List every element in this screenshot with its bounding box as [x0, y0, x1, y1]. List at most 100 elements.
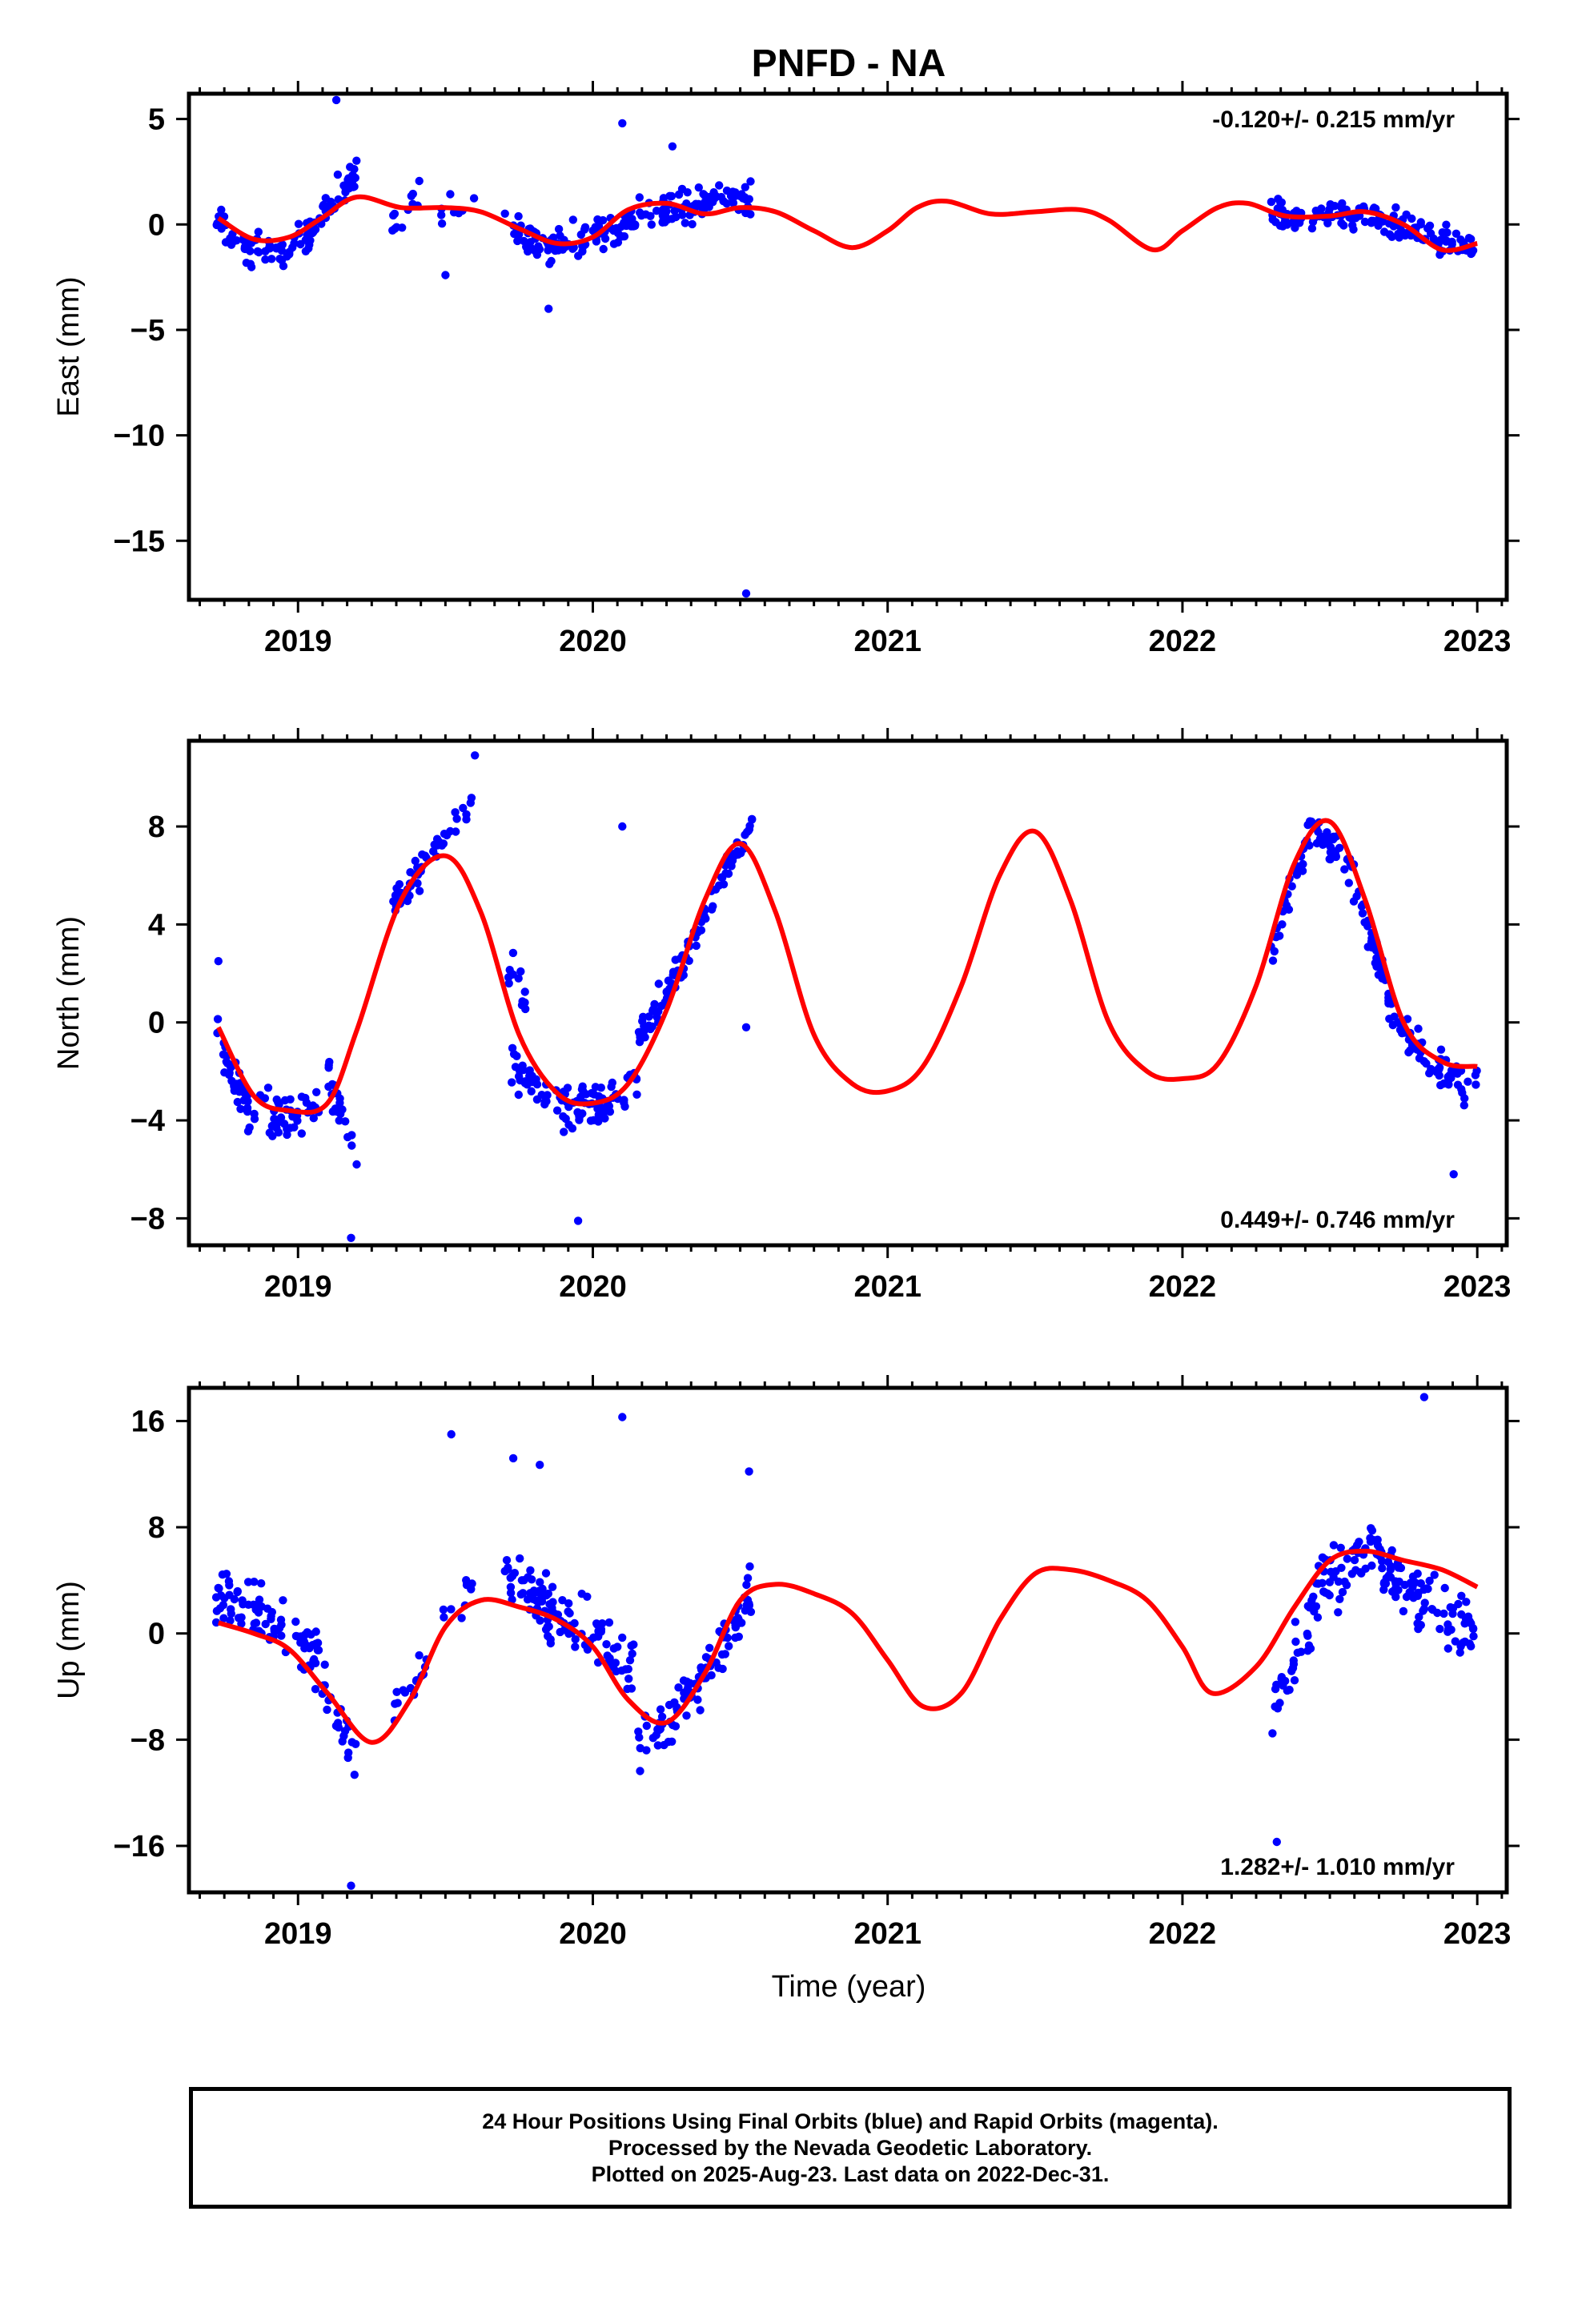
east-data-point	[441, 271, 450, 279]
east-data-point	[1326, 200, 1335, 209]
north-data-point	[347, 1141, 356, 1150]
up-data-point	[1425, 1576, 1434, 1586]
up-data-point	[1325, 1578, 1335, 1586]
north-data-point	[1292, 870, 1302, 879]
north-data-point	[406, 868, 415, 877]
up-data-point	[618, 1413, 627, 1421]
up-data-point	[1288, 1663, 1298, 1673]
east-data-point	[635, 193, 644, 202]
north-data-point	[1326, 842, 1335, 852]
north-x-tick-label: 2022	[1149, 1270, 1217, 1304]
up-data-point	[457, 1614, 466, 1622]
north-data-point	[347, 1131, 356, 1140]
up-data-point	[1343, 1554, 1352, 1563]
north-data-point	[578, 1109, 587, 1118]
east-data-point	[688, 219, 697, 229]
north-data-point	[504, 979, 513, 988]
up-x-tick-label: 2019	[264, 1917, 332, 1951]
north-data-point	[1287, 882, 1296, 891]
east-data-point	[304, 244, 313, 253]
east-data-point	[599, 244, 608, 254]
north-data-point	[352, 1160, 361, 1169]
east-data-point	[618, 119, 627, 128]
up-data-point	[506, 1588, 516, 1598]
up-data-point	[1386, 1573, 1395, 1582]
east-data-point	[579, 242, 588, 251]
east-data-point	[616, 232, 625, 241]
up-data-point	[1419, 1393, 1429, 1401]
up-data-point	[463, 1578, 472, 1587]
up-data-point	[536, 1578, 544, 1586]
north-data-point	[635, 1038, 644, 1047]
north-data-point	[719, 880, 729, 889]
up-data-point	[1303, 1629, 1312, 1638]
up-data-point	[500, 1566, 509, 1576]
north-data-point	[528, 1077, 536, 1087]
up-data-point	[656, 1724, 665, 1734]
east-data-point	[535, 245, 544, 254]
east-data-point	[741, 208, 750, 218]
north-data-point	[309, 1114, 318, 1123]
up-data-point	[741, 1606, 749, 1615]
north-y-tick-label: −8	[130, 1202, 165, 1236]
north-data-point	[717, 873, 726, 882]
up-data-point	[1415, 1612, 1423, 1622]
up-data-point	[717, 1650, 727, 1659]
up-data-point	[541, 1569, 551, 1578]
up-data-point	[583, 1592, 592, 1602]
up-data-point	[350, 1771, 359, 1779]
east-data-point	[681, 219, 689, 227]
up-data-point	[1350, 1555, 1359, 1565]
north-data-point	[724, 869, 733, 879]
east-x-tick-label: 2019	[264, 625, 332, 658]
east-data-point	[1337, 203, 1346, 212]
up-data-point	[1465, 1617, 1474, 1626]
east-data-point	[524, 247, 532, 256]
up-data-point	[604, 1618, 614, 1627]
north-data-point	[573, 1216, 583, 1225]
east-data-point	[545, 259, 554, 268]
east-data-point	[580, 223, 590, 231]
up-data-point	[624, 1675, 633, 1683]
up-data-point	[1396, 1563, 1406, 1573]
up-data-point	[602, 1640, 611, 1649]
up-data-point	[251, 1618, 261, 1627]
north-data-point	[1414, 1024, 1423, 1033]
up-data-point	[725, 1642, 733, 1651]
up-data-point	[277, 1620, 286, 1630]
east-data-point	[551, 246, 560, 255]
up-data-point	[1443, 1644, 1453, 1653]
up-data-point	[623, 1684, 632, 1694]
east-data-point	[544, 304, 553, 313]
up-data-point	[1285, 1685, 1294, 1695]
up-data-point	[243, 1578, 253, 1586]
east-data-point	[1442, 220, 1451, 229]
up-data-point	[1321, 1588, 1330, 1598]
east-data-point	[674, 190, 684, 199]
up-rate-annotation: 1.282+/- 1.010 mm/yr	[1220, 1854, 1455, 1880]
east-data-point	[1395, 233, 1403, 242]
east-x-tick-label: 2022	[1149, 625, 1217, 658]
up-data-point	[564, 1629, 573, 1638]
up-data-point	[682, 1677, 692, 1686]
up-data-point	[320, 1660, 329, 1669]
up-data-point	[1351, 1566, 1360, 1574]
north-data-point	[214, 957, 223, 966]
up-data-point	[291, 1617, 300, 1626]
up-plot-frame	[187, 1385, 1509, 1895]
up-data-point	[1342, 1581, 1351, 1590]
north-x-tick-label: 2023	[1443, 1270, 1512, 1304]
north-data-point	[648, 1006, 657, 1015]
north-data-point	[1464, 1077, 1472, 1086]
east-data-point	[331, 95, 341, 105]
up-y-tick-label: 0	[148, 1618, 165, 1651]
east-data-point	[415, 176, 424, 186]
east-data-point	[1402, 210, 1411, 219]
north-data-point	[411, 856, 420, 866]
east-data-point	[737, 190, 746, 199]
up-data-point	[1462, 1598, 1471, 1606]
north-data-point	[561, 1114, 570, 1124]
up-data-point	[660, 1740, 669, 1750]
east-data-point	[1389, 222, 1399, 231]
